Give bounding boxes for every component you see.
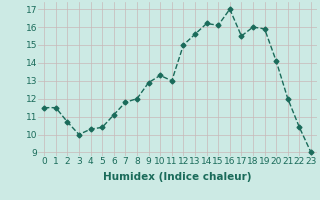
- X-axis label: Humidex (Indice chaleur): Humidex (Indice chaleur): [103, 172, 252, 182]
